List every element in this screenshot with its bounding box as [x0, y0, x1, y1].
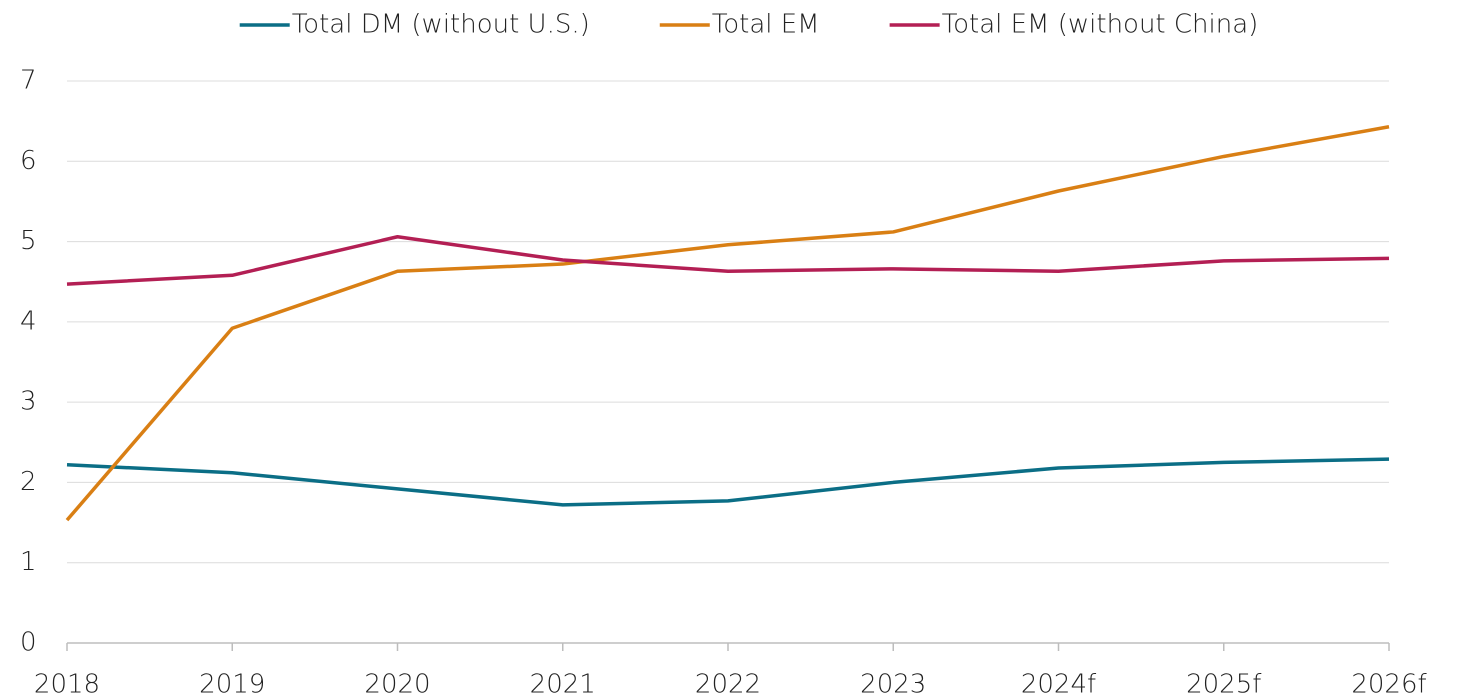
- series-line: [65, 125, 1390, 522]
- y-tick-label: 6: [20, 146, 37, 176]
- legend-label: Total DM (without U.S.): [292, 10, 590, 40]
- x-tick-label: 2025f: [1186, 670, 1262, 700]
- x-tick-label: 2018: [34, 670, 100, 700]
- y-tick-label: 3: [20, 387, 37, 417]
- legend: Total DM (without U.S.) Total EM Total EM …: [239, 10, 1259, 40]
- y-tick-label: 7: [20, 66, 37, 96]
- x-tick-label: 2024f: [1021, 670, 1097, 700]
- y-tick-label: 4: [20, 306, 37, 336]
- y-tick-label: 5: [20, 226, 37, 256]
- x-tick-label: 2021: [530, 670, 596, 700]
- x-tick-label: 2020: [364, 670, 430, 700]
- legend-label: Total EM: [712, 10, 820, 40]
- series-line: [66, 235, 1390, 286]
- legend-label: Total EM (without China): [942, 10, 1259, 40]
- y-tick-label: 2: [20, 467, 37, 497]
- x-tick-label: 2019: [199, 670, 265, 700]
- x-tick-label: 2026f: [1351, 670, 1427, 700]
- series-line: [66, 457, 1390, 507]
- x-tick-label: 2023: [860, 670, 926, 700]
- y-tick-label: 1: [20, 547, 37, 577]
- y-tick-label: 0: [20, 628, 37, 658]
- x-tick-label: 2022: [695, 670, 761, 700]
